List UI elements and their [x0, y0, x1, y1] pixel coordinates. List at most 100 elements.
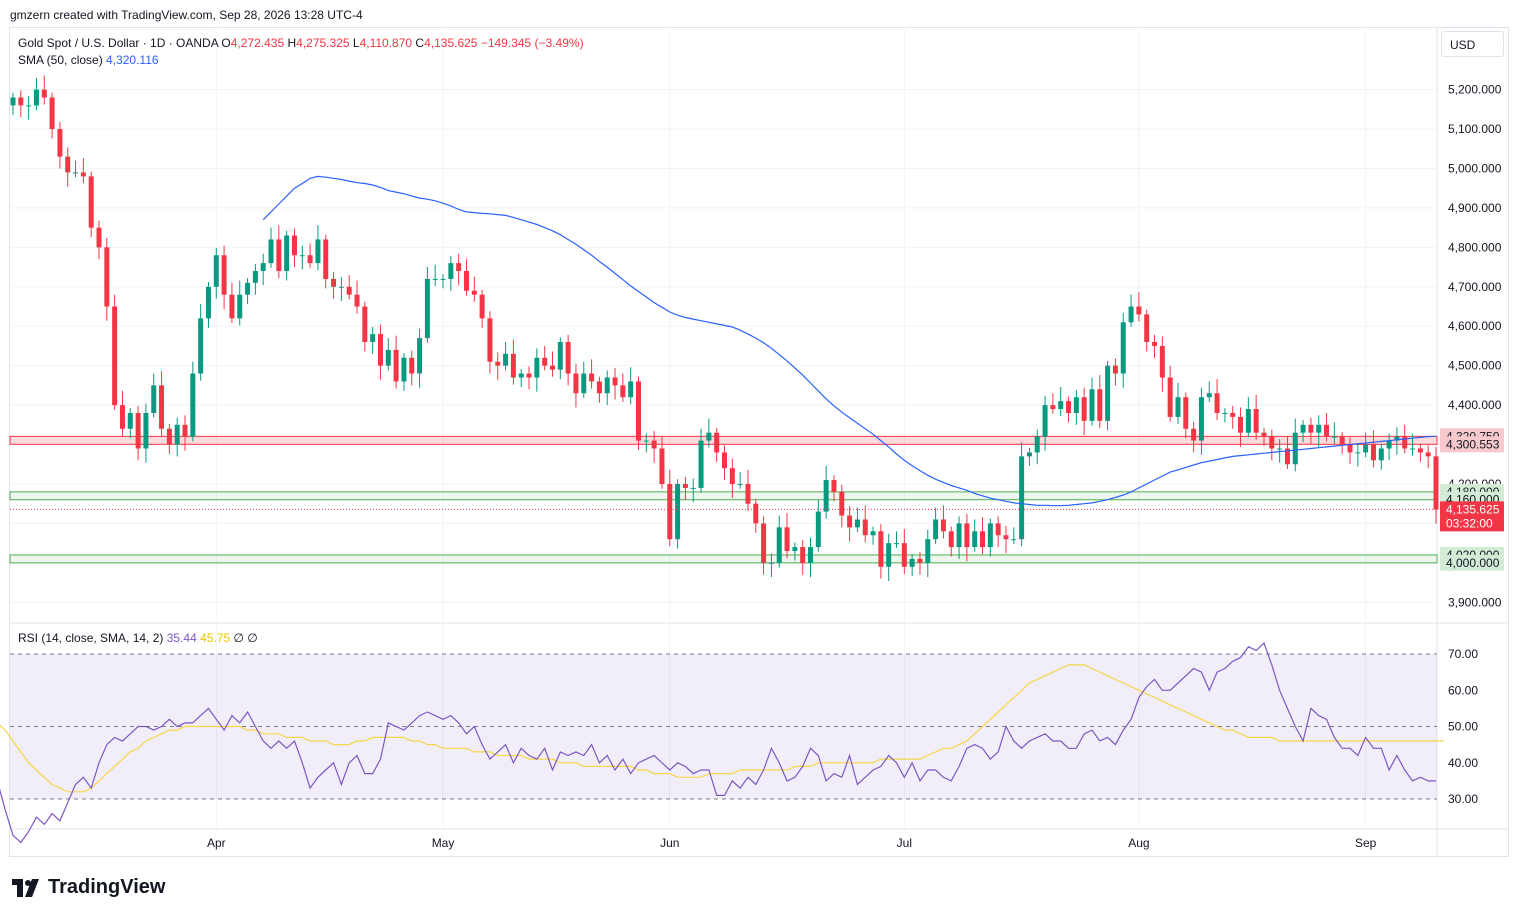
candle	[205, 282, 211, 328]
candle	[635, 376, 641, 451]
candle-body	[80, 172, 86, 177]
candle	[1347, 437, 1353, 465]
candle	[894, 531, 900, 548]
candle	[1183, 392, 1189, 439]
candle	[565, 334, 571, 386]
candle	[1253, 394, 1259, 440]
candle	[307, 243, 313, 268]
candle	[589, 359, 595, 389]
candle-body	[1378, 448, 1384, 461]
candle-body	[729, 468, 735, 484]
candle-body	[237, 294, 243, 319]
candle	[1238, 407, 1244, 447]
candle-body	[1370, 444, 1376, 461]
rsi-legend: RSI (14, close, SMA, 14, 2) 35.44 45.75 …	[18, 631, 258, 645]
candle	[268, 227, 274, 268]
candle-body	[213, 255, 219, 287]
candle	[1316, 415, 1322, 447]
close-value: 4,135.625	[424, 36, 478, 50]
candle	[620, 373, 626, 402]
candle-body	[151, 385, 157, 413]
candle	[995, 516, 1001, 548]
candle	[761, 516, 767, 575]
candle-body	[987, 523, 993, 548]
change-value: −149.345 (−3.49%)	[480, 36, 584, 50]
candle	[1089, 377, 1095, 426]
tradingview-logo-icon	[12, 878, 39, 897]
candle	[1112, 358, 1118, 386]
rsi-ma-line	[0, 664, 1444, 793]
candle-body	[370, 334, 376, 342]
candle	[651, 431, 657, 463]
price-tick-label: 4,400.000	[1448, 398, 1502, 412]
candle-body	[88, 176, 94, 228]
candle-body	[385, 349, 391, 366]
rsi-ma-value: 45.75	[200, 631, 231, 645]
symbol-title[interactable]: Gold Spot / U.S. Dollar · 1D · OANDA	[18, 36, 219, 50]
low-value: 4,110.870	[359, 36, 413, 50]
candle-body	[1230, 412, 1236, 417]
price-tick-label: 5,200.000	[1448, 83, 1502, 97]
candle-body	[104, 247, 110, 307]
candle-body	[331, 278, 337, 287]
candle-body	[112, 306, 118, 406]
candle	[1245, 397, 1251, 438]
logo-text: TradingView	[48, 876, 166, 898]
candle-body	[1011, 539, 1017, 541]
candle	[229, 282, 235, 324]
price-legend: Gold Spot / U.S. Dollar · 1D · OANDA O4,…	[18, 35, 584, 69]
candle	[854, 507, 860, 533]
candle	[401, 353, 407, 391]
candle-body	[1386, 440, 1392, 449]
candle	[1073, 390, 1079, 425]
candle-body	[847, 515, 853, 528]
currency-button[interactable]: USD	[1441, 31, 1504, 57]
zone-price-label: 4,300.553	[1446, 437, 1500, 451]
candle-body	[948, 531, 954, 548]
candle	[1191, 421, 1197, 453]
candle	[667, 469, 673, 547]
sma-line	[262, 175, 1437, 507]
candle	[1292, 418, 1298, 472]
candle	[510, 339, 516, 385]
candle-body	[557, 342, 563, 370]
candle	[346, 274, 352, 300]
candle-body	[815, 511, 821, 548]
candle-body	[1019, 456, 1025, 540]
candle	[839, 484, 845, 528]
candle-body	[448, 263, 454, 279]
candle-body	[1245, 409, 1251, 433]
candle-body	[698, 440, 704, 488]
candle	[80, 158, 86, 184]
support-zone	[9, 491, 1438, 501]
candle	[917, 551, 923, 575]
candle	[987, 518, 993, 557]
candle-body	[964, 523, 970, 548]
candle	[956, 516, 962, 559]
rsi-tick-label: 30.00	[1448, 792, 1478, 806]
candle	[1214, 379, 1220, 421]
candle-body	[753, 503, 759, 524]
candle-body	[643, 440, 649, 442]
candle	[886, 533, 892, 581]
candle	[534, 348, 540, 392]
candle-body	[956, 523, 962, 548]
sma-label[interactable]: SMA (50, close)	[18, 53, 103, 67]
candle-body	[1410, 448, 1416, 450]
candle-body	[1261, 432, 1267, 437]
candle	[448, 256, 454, 291]
candle	[628, 367, 634, 405]
candle-body	[604, 377, 610, 394]
candle	[213, 248, 219, 299]
candle	[1026, 447, 1032, 466]
candle	[96, 220, 102, 260]
close-label: C	[415, 36, 425, 50]
candle	[909, 554, 915, 577]
candle-body	[127, 412, 133, 429]
candle-body	[1105, 365, 1111, 421]
rsi-label[interactable]: RSI (14, close, SMA, 14, 2)	[18, 631, 164, 645]
candle-body	[1026, 452, 1032, 457]
candle	[503, 342, 509, 371]
candle-body	[291, 235, 297, 256]
